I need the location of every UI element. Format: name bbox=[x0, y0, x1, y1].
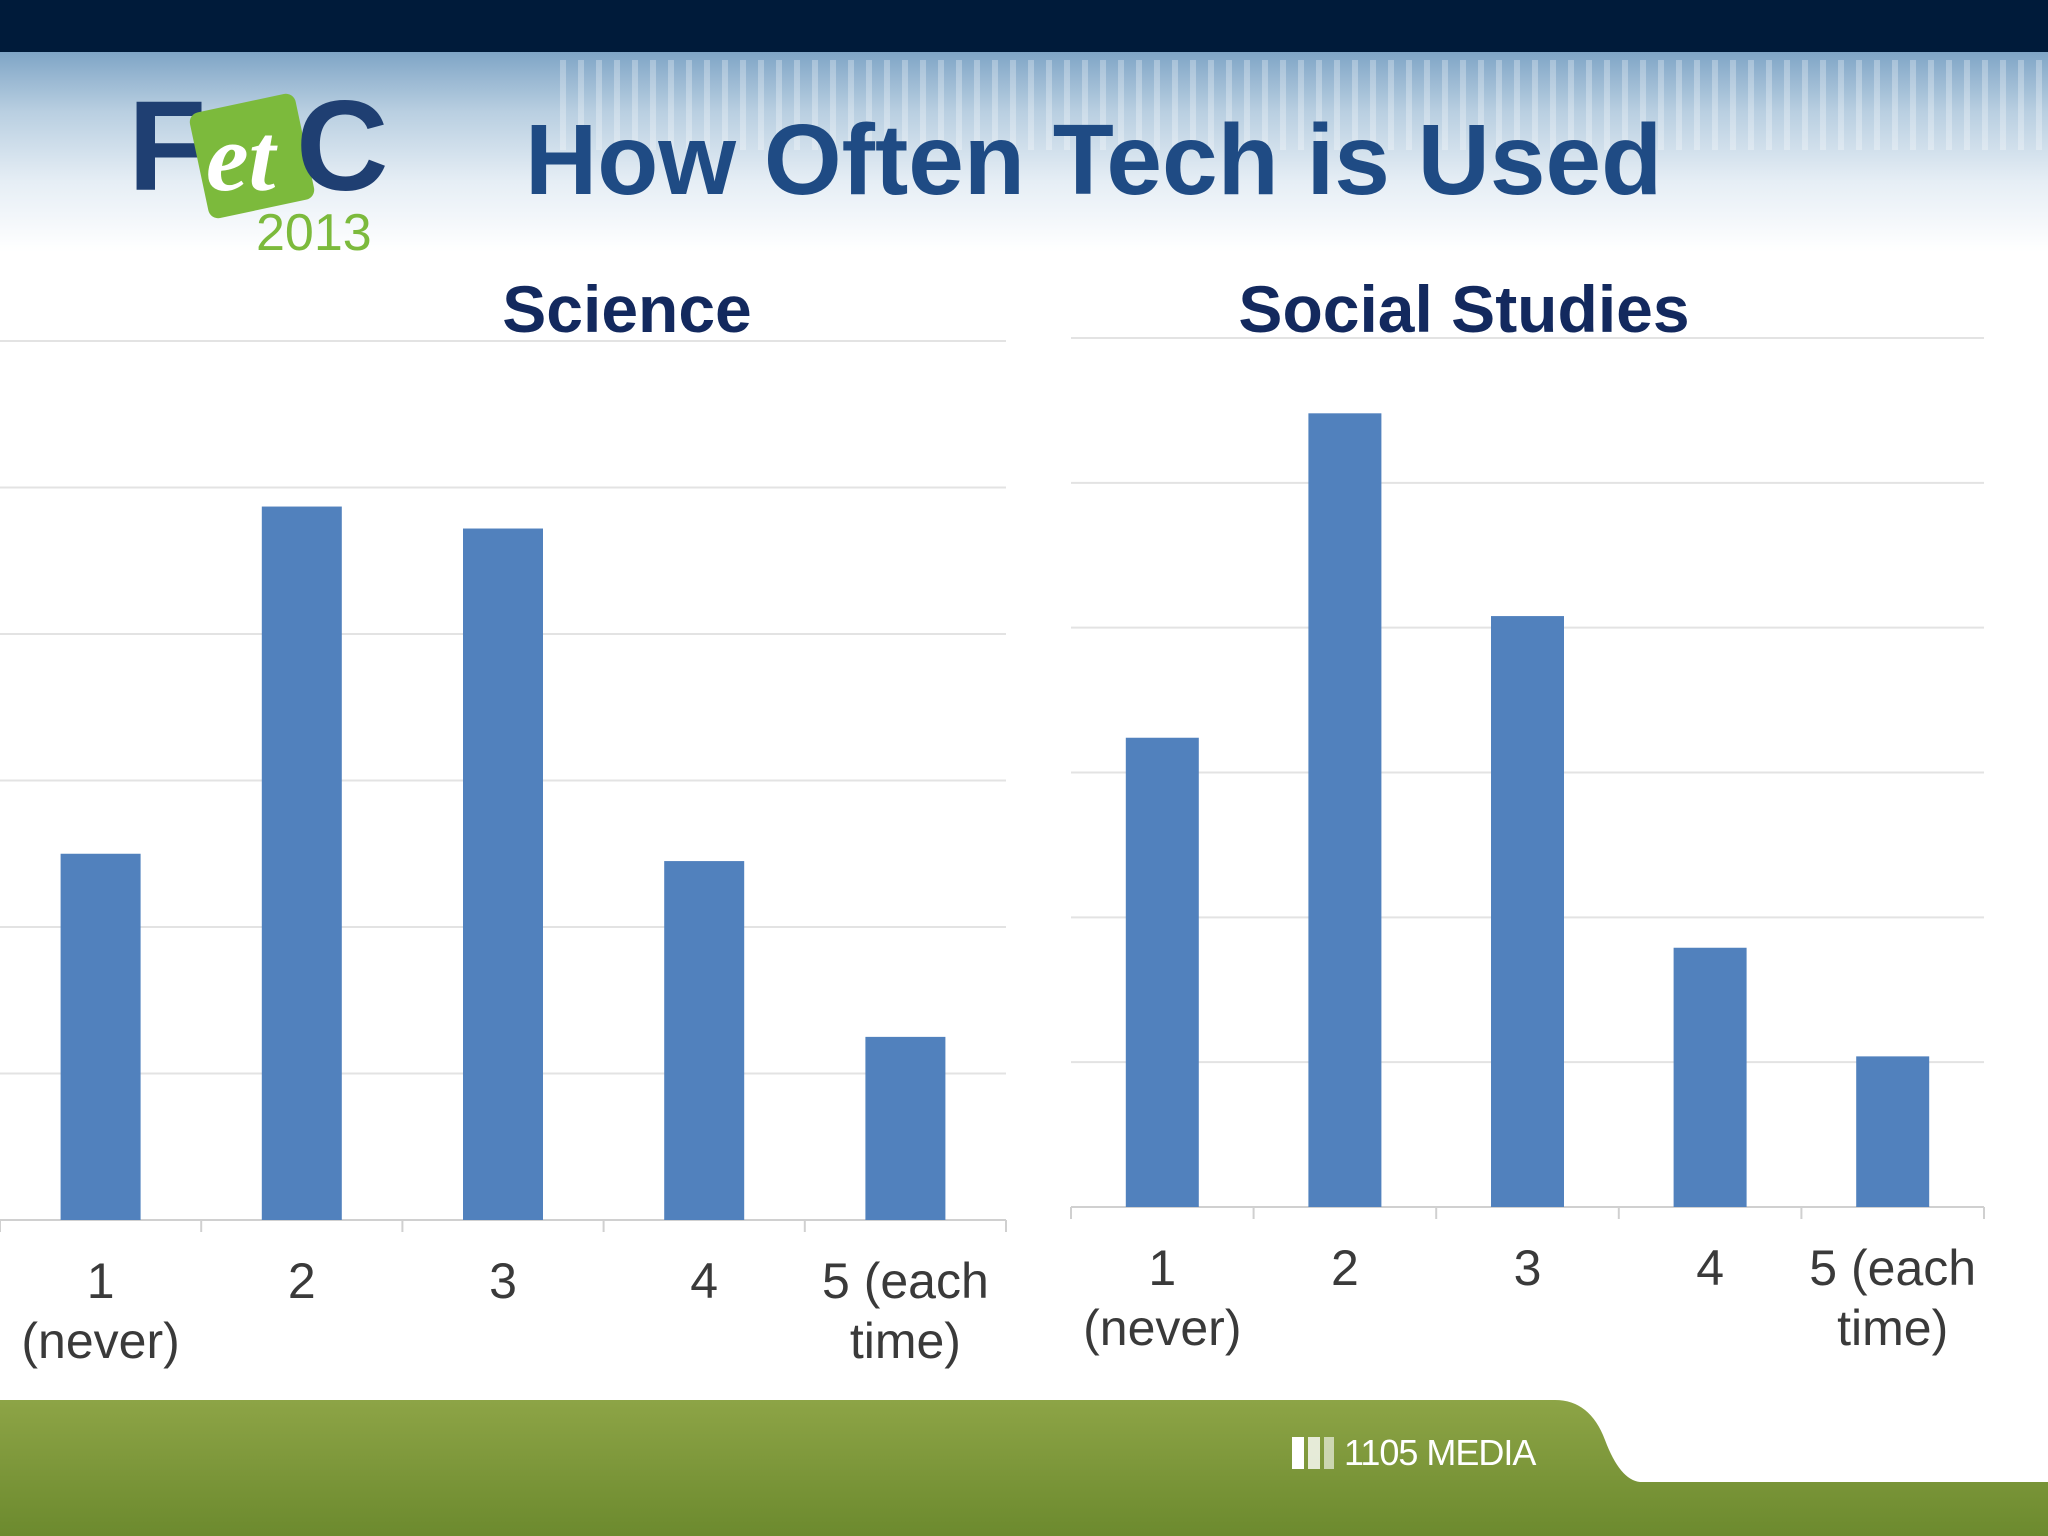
media-logo-icon bbox=[1292, 1437, 1334, 1469]
logo-letters-et: et bbox=[206, 104, 279, 211]
chart-0-tick-label: 2 bbox=[288, 1253, 316, 1309]
chart-0-tick-label: 4 bbox=[690, 1253, 718, 1309]
fetc-logo: F et C 2013 bbox=[128, 75, 388, 262]
footer-band bbox=[0, 1400, 2048, 1536]
chart-1-tick-label: 2 bbox=[1331, 1240, 1359, 1296]
slide-title: How Often Tech is Used bbox=[525, 104, 1663, 216]
chart-0-bar bbox=[60, 853, 141, 1220]
chart-1-title: Social Studies bbox=[1238, 272, 1689, 346]
logo-year: 2013 bbox=[256, 204, 372, 262]
chart-1-tick-label: 3 bbox=[1514, 1240, 1542, 1296]
chart-social-studies: Social Studies 1 (never) 2 3 4 5 (each time) bbox=[1070, 272, 1985, 1356]
chart-0-bar bbox=[261, 506, 342, 1220]
footer-brand: 1105 MEDIA bbox=[1290, 1430, 1536, 1476]
chart-0-tick-label: 5 (each time) bbox=[822, 1253, 989, 1369]
chart-0-bar bbox=[865, 1036, 946, 1220]
chart-1-tick-label: 4 bbox=[1696, 1240, 1724, 1296]
chart-1-tick-label: 5 (each time) bbox=[1809, 1240, 1976, 1356]
chart-1-bar bbox=[1673, 947, 1747, 1207]
header-texture bbox=[560, 60, 2048, 150]
chart-0-tick-label: 1 (never) bbox=[21, 1253, 179, 1369]
logo-letter-c: C bbox=[296, 75, 388, 218]
chart-0-bar bbox=[463, 528, 543, 1220]
chart-1-bar bbox=[1308, 413, 1382, 1207]
logo-letter-f: F bbox=[128, 75, 206, 218]
chart-0-title: Science bbox=[502, 272, 752, 346]
chart-0-tick-label: 3 bbox=[489, 1253, 517, 1309]
chart-1-bar bbox=[1125, 737, 1199, 1207]
logo-green-square bbox=[189, 93, 315, 219]
chart-1-bar bbox=[1491, 616, 1564, 1207]
footer-brand-text: 1105 MEDIA bbox=[1344, 1432, 1536, 1473]
chart-1-bar bbox=[1856, 1056, 1930, 1207]
chart-1-tick-label: 1 (never) bbox=[1083, 1240, 1241, 1356]
chart-0-bar bbox=[664, 861, 745, 1220]
top-bar bbox=[0, 0, 2048, 52]
chart-science: Science 1 (never) 2 3 4 5 (each time) bbox=[0, 272, 1007, 1369]
header-band bbox=[0, 52, 2048, 252]
